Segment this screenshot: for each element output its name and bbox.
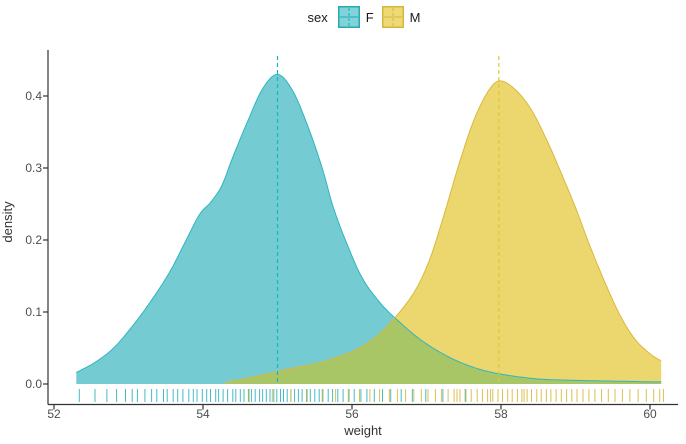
- y-tick-label: 0.0: [25, 377, 42, 391]
- x-tick-label: 56: [345, 407, 359, 421]
- y-tick-label: 0.2: [25, 233, 42, 247]
- density-line-m: [225, 80, 662, 384]
- density-line-f: [76, 73, 662, 383]
- y-tick-label: 0.1: [25, 305, 42, 319]
- overlap-area: [225, 318, 662, 384]
- legend-label-m: M: [409, 9, 421, 25]
- x-tick-label: 52: [47, 407, 61, 421]
- legend-title: sex: [307, 9, 328, 25]
- density-area-m: [225, 80, 662, 385]
- x-tick-label: 54: [196, 407, 210, 421]
- y-tick-label: 0.3: [25, 161, 42, 175]
- legend: sex F M: [42, 6, 686, 28]
- y-axis-title: density: [0, 201, 15, 243]
- x-axis-title: weight: [344, 423, 382, 438]
- x-tick-label: 58: [494, 407, 508, 421]
- legend-label-f: F: [365, 9, 374, 25]
- legend-item-f: F: [337, 6, 374, 28]
- x-tick-label: 60: [643, 407, 657, 421]
- y-tick-label: 0.4: [25, 89, 42, 103]
- legend-item-m: M: [381, 6, 421, 28]
- legend-key-m-icon: [381, 6, 404, 28]
- density-area-f: [76, 74, 662, 385]
- legend-key-f-icon: [337, 6, 360, 28]
